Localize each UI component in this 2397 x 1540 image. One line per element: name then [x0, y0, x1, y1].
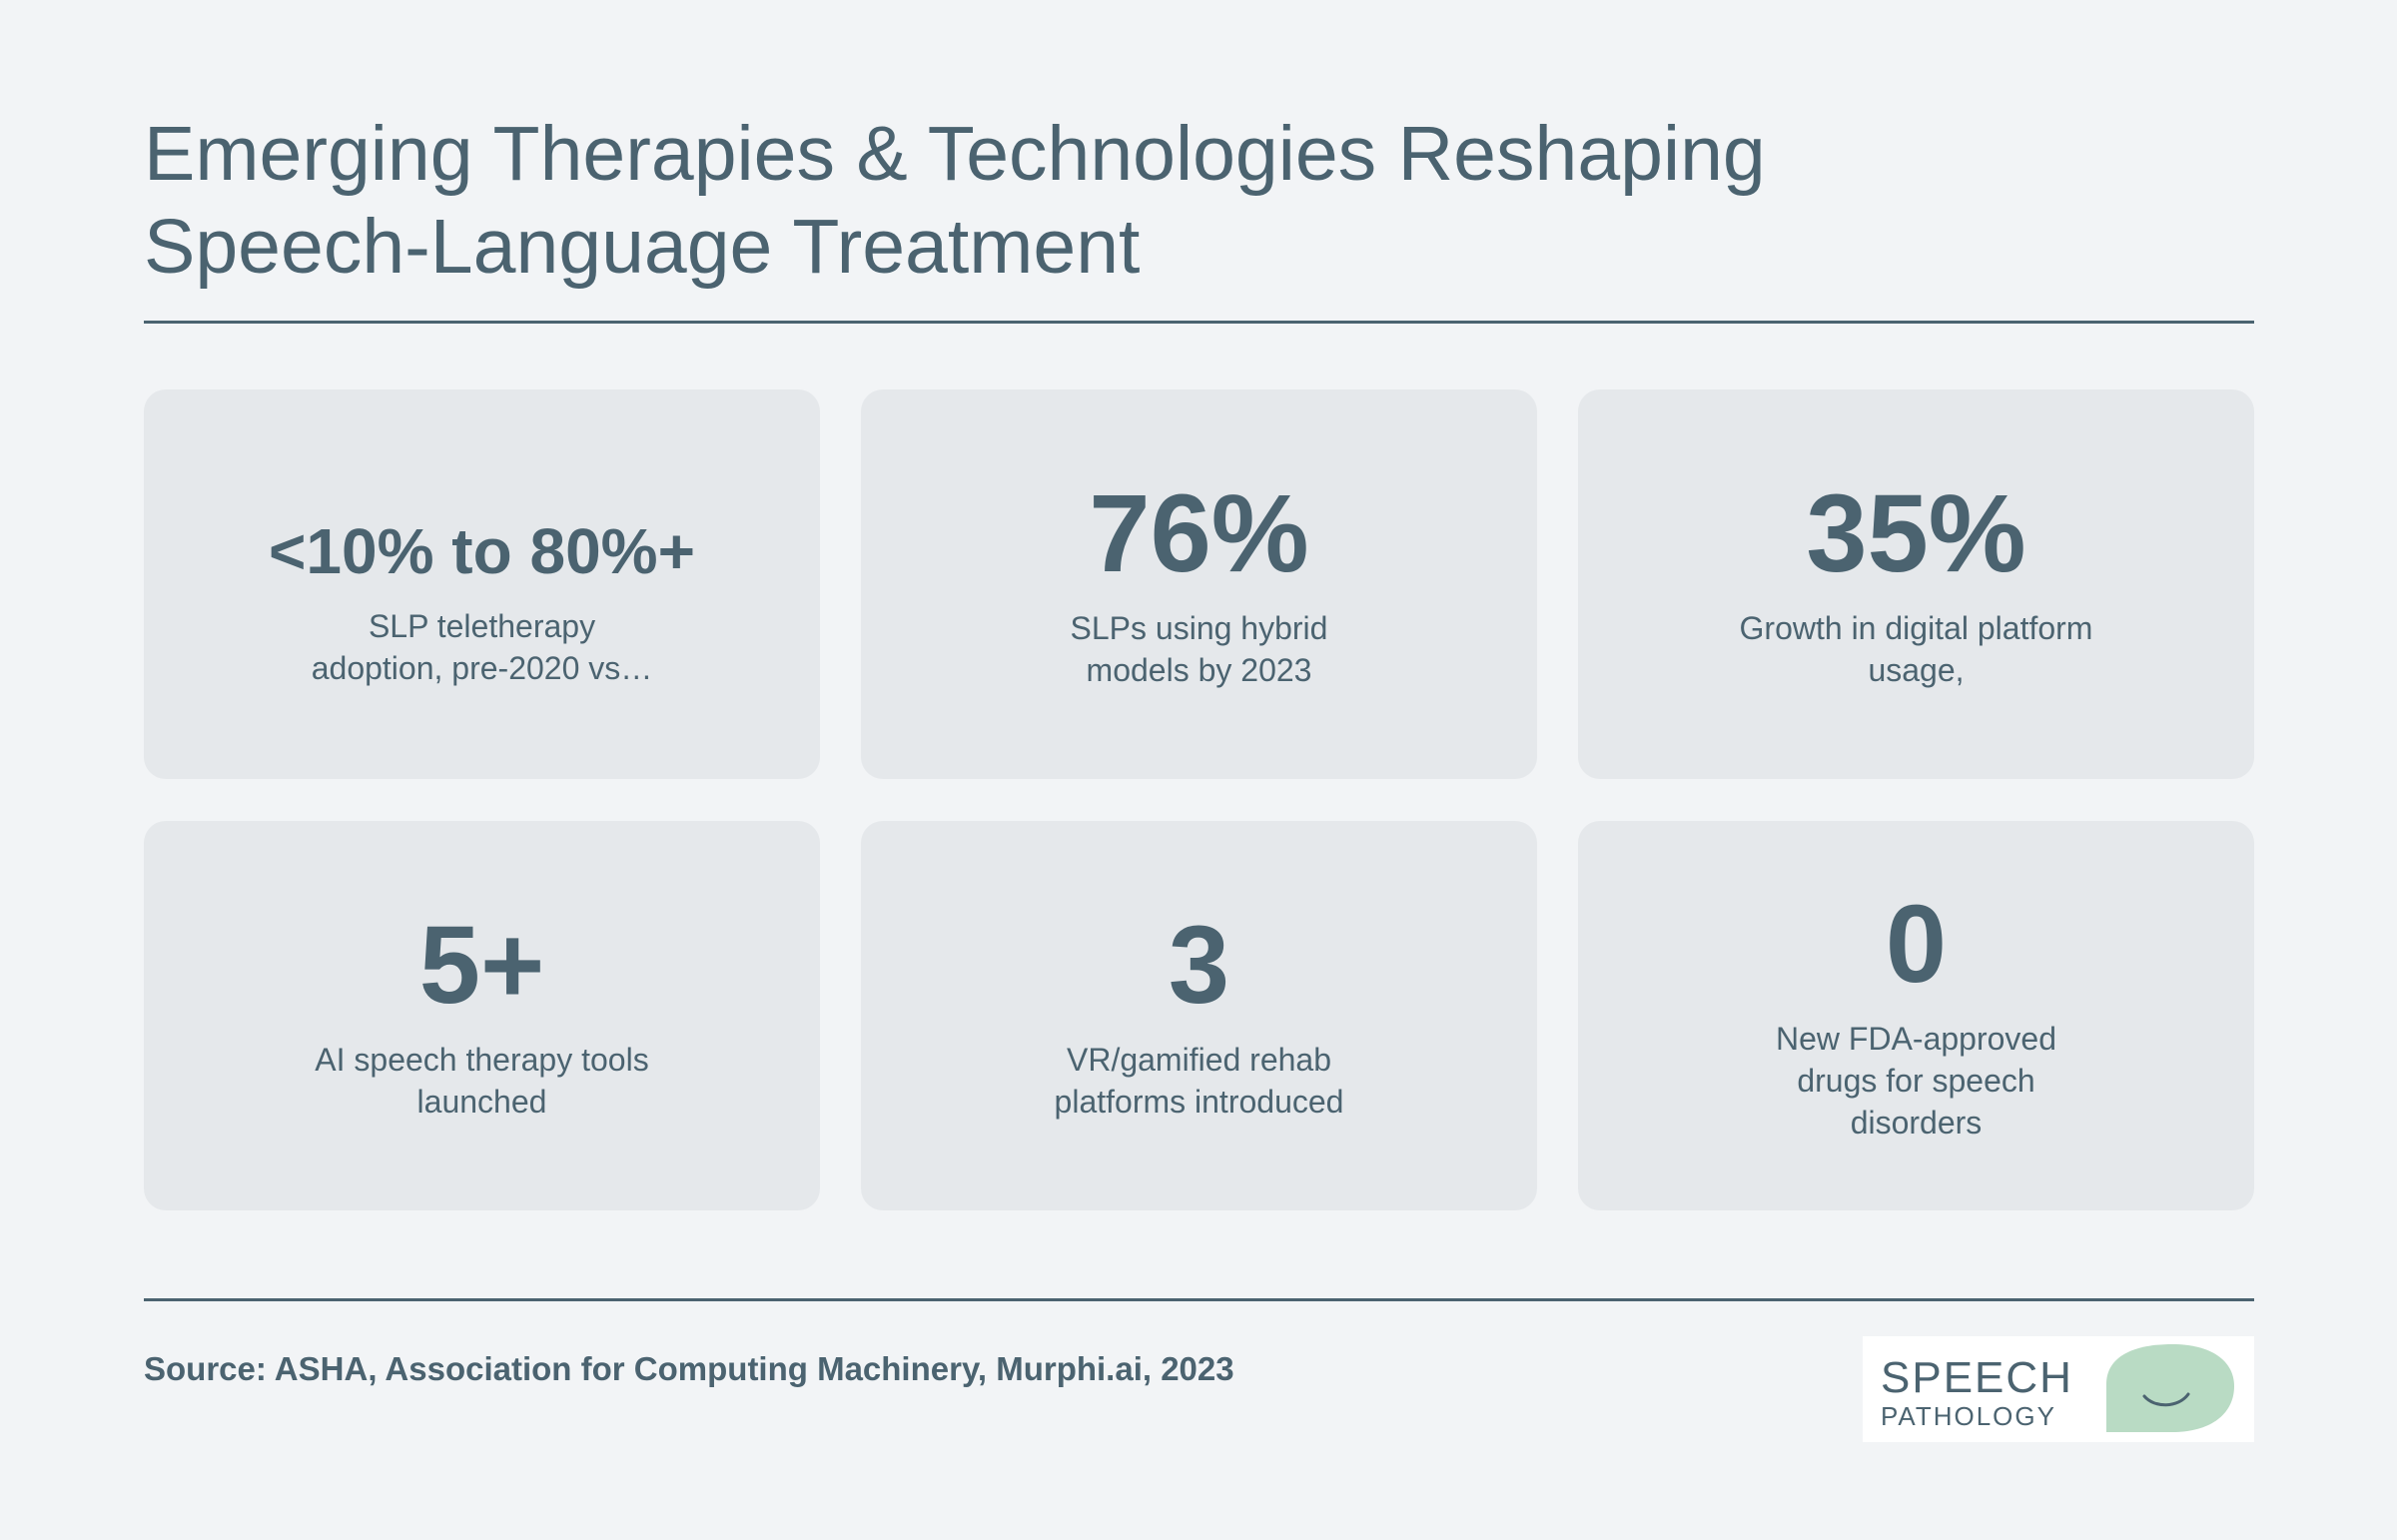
stats-grid: <10% to 80%+ SLP teletherapy adoption, p…: [144, 389, 2254, 1210]
stat-label: AI speech therapy tools launched: [315, 1042, 649, 1120]
stat-value: 3: [1168, 904, 1230, 1027]
stat-value: 76%: [1089, 472, 1309, 595]
logo-text-speech: SPEECH: [1881, 1353, 2073, 1402]
stat-card-fda-drugs: 0 New FDA-approved drugs for speech diso…: [1578, 821, 2254, 1210]
stat-card-ai-tools: 5+ AI speech therapy tools launched: [144, 821, 820, 1210]
stat-label: Growth in digital platform usage,: [1739, 610, 2093, 688]
speech-bubble-icon: [2106, 1344, 2234, 1432]
page-title-line-2: Speech-Language Treatment: [144, 204, 1141, 290]
speech-pathology-logo: SPEECH PATHOLOGY: [1863, 1336, 2254, 1442]
stat-label: SLP teletherapy adoption, pre-2020 vs…: [311, 608, 653, 686]
stat-value: 35%: [1806, 472, 2026, 595]
stat-label: VR/gamified rehab platforms introduced: [1054, 1042, 1344, 1120]
page-title: Emerging Therapies & Technologies Reshap…: [144, 108, 2041, 294]
stat-value: <10% to 80%+: [269, 515, 695, 587]
footer-divider: [144, 1298, 2254, 1301]
stat-value: 5+: [418, 904, 545, 1027]
page-title-line-1: Emerging Therapies & Technologies Reshap…: [144, 111, 1766, 197]
stat-card-hybrid-models: 76% SLPs using hybrid models by 2023: [861, 389, 1537, 779]
source-citation: Source: ASHA, Association for Computing …: [144, 1350, 1234, 1387]
stat-label: SLPs using hybrid models by 2023: [1070, 610, 1328, 688]
stat-label: New FDA-approved drugs for speech disord…: [1776, 1021, 2056, 1141]
logo-text-pathology: PATHOLOGY: [1881, 1401, 2056, 1431]
stat-card-teletherapy-adoption: <10% to 80%+ SLP teletherapy adoption, p…: [144, 389, 820, 779]
title-divider: [144, 321, 2254, 324]
stat-card-vr-platforms: 3 VR/gamified rehab platforms introduced: [861, 821, 1537, 1210]
stat-value: 0: [1885, 883, 1948, 1006]
stat-card-digital-growth: 35% Growth in digital platform usage,: [1578, 389, 2254, 779]
